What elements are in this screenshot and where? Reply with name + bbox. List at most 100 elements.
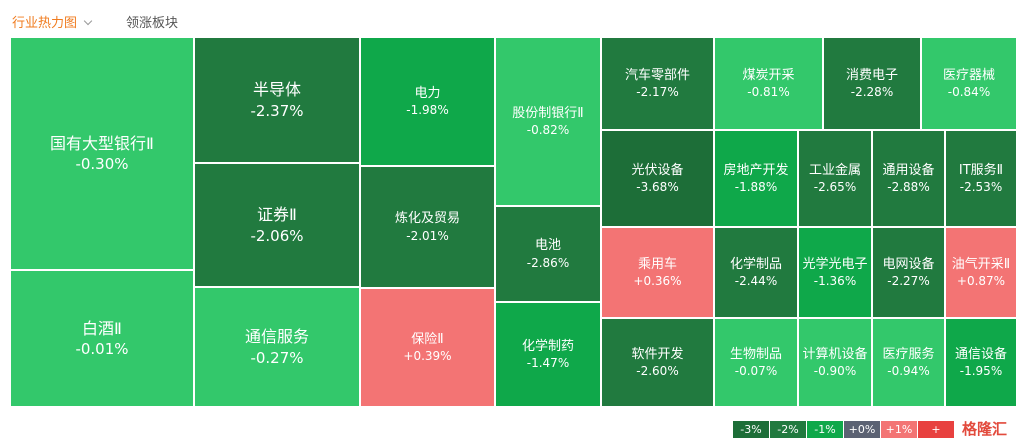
tile-change: -2.44% — [734, 274, 778, 289]
tile[interactable]: 乘用车 +0.36% — [601, 227, 714, 318]
tile[interactable]: 生物制品 -0.07% — [714, 318, 798, 407]
tile-name: 通用设备 — [882, 162, 935, 178]
tile-name: 汽车零部件 — [624, 67, 690, 83]
tile-change: -2.60% — [636, 364, 679, 379]
tile-name: 光伏设备 — [631, 162, 684, 178]
tile-name: 软件开发 — [631, 346, 684, 362]
tile[interactable]: 炼化及贸易 -2.01% — [360, 166, 495, 288]
tile-change: -0.27% — [250, 348, 304, 367]
tile-name: 通信服务 — [244, 327, 309, 347]
legend-item: -1% — [807, 421, 843, 438]
tile-name: 电力 — [414, 85, 441, 101]
tile-change: -0.01% — [75, 340, 129, 359]
tile-name: 化学制品 — [729, 256, 782, 272]
tile-name: 乘用车 — [637, 256, 677, 272]
tile[interactable]: 光学光电子 -1.36% — [798, 227, 872, 318]
legend-item: -2% — [770, 421, 806, 438]
tile-change: -2.17% — [636, 85, 679, 100]
tile[interactable]: 软件开发 -2.60% — [601, 318, 714, 407]
tile-change: +0.39% — [403, 349, 452, 364]
tile-change: -0.94% — [887, 364, 930, 379]
tab[interactable]: 行业热力图 — [12, 12, 91, 31]
legend-item: +0% — [844, 421, 880, 438]
tile-name: 医疗服务 — [882, 346, 935, 362]
tile-name: 计算机设备 — [802, 346, 868, 362]
tile-name: 保险Ⅱ — [411, 331, 444, 347]
tile-name: IT服务Ⅱ — [958, 162, 1004, 178]
tile-change: -1.47% — [526, 356, 570, 371]
tile-name: 光学光电子 — [802, 256, 868, 272]
tile-change: -0.30% — [75, 155, 129, 174]
tile-name: 股份制银行Ⅱ — [512, 105, 584, 121]
tile[interactable]: 股份制银行Ⅱ -0.82% — [495, 37, 601, 206]
watermark: 格隆汇 — [958, 418, 1012, 439]
tile-name: 证券Ⅱ — [257, 205, 297, 225]
legend-item: +1% — [881, 421, 917, 438]
tile-change: -2.88% — [887, 180, 930, 195]
tile-change: -2.86% — [526, 255, 570, 270]
tile-name: 消费电子 — [845, 67, 898, 83]
tile-change: +0.87% — [956, 274, 1006, 289]
tile-change: -1.36% — [813, 274, 857, 289]
tile[interactable]: 油气开采Ⅱ +0.87% — [945, 227, 1017, 318]
tile-change: -2.27% — [887, 274, 930, 289]
tile-name: 化学制药 — [521, 338, 574, 354]
tile-change: -2.65% — [813, 180, 857, 195]
tile-change: -0.90% — [813, 364, 857, 379]
tile[interactable]: 国有大型银行Ⅱ -0.30% — [10, 37, 194, 270]
tile[interactable]: 半导体 -2.37% — [194, 37, 360, 163]
legend-item: + — [918, 421, 954, 438]
tile-change: -0.84% — [947, 85, 991, 100]
tile-change: -0.07% — [734, 364, 778, 379]
tile[interactable]: 通用设备 -2.88% — [872, 130, 945, 227]
tile[interactable]: 汽车零部件 -2.17% — [601, 37, 714, 130]
tile-change: -2.28% — [850, 85, 894, 100]
tile-change: -3.68% — [636, 180, 679, 195]
tile-change: -2.53% — [959, 180, 1003, 195]
legend-item: -3% — [733, 421, 769, 438]
tile-name: 工业金属 — [808, 162, 861, 178]
tile[interactable]: 消费电子 -2.28% — [823, 37, 921, 130]
tile[interactable]: 通信服务 -0.27% — [194, 287, 360, 407]
tile-change: -1.88% — [734, 180, 778, 195]
tile[interactable]: IT服务Ⅱ -2.53% — [945, 130, 1017, 227]
tile-change: -2.37% — [250, 101, 304, 120]
tile[interactable]: 电网设备 -2.27% — [872, 227, 945, 318]
tile[interactable]: 通信设备 -1.95% — [945, 318, 1017, 407]
tile-name: 电池 — [534, 238, 561, 254]
tile-name: 白酒Ⅱ — [82, 318, 122, 338]
tile-change: -2.06% — [250, 226, 304, 245]
tile-name: 生物制品 — [729, 346, 782, 362]
tile-name: 煤炭开采 — [742, 67, 795, 83]
tile-name: 电网设备 — [882, 256, 935, 272]
tile-name: 国有大型银行Ⅱ — [50, 133, 154, 153]
tile[interactable]: 电力 -1.98% — [360, 37, 495, 166]
tile[interactable]: 光伏设备 -3.68% — [601, 130, 714, 227]
tile[interactable]: 证券Ⅱ -2.06% — [194, 163, 360, 287]
tile-change: -1.98% — [406, 103, 449, 118]
tile-name: 油气开采Ⅱ — [951, 256, 1011, 272]
tile[interactable]: 房地产开发 -1.88% — [714, 130, 798, 227]
tile[interactable]: 计算机设备 -0.90% — [798, 318, 872, 407]
tile[interactable]: 白酒Ⅱ -0.01% — [10, 270, 194, 407]
tile-change: -0.81% — [747, 85, 790, 100]
tile[interactable]: 保险Ⅱ +0.39% — [360, 288, 495, 407]
tile-name: 半导体 — [252, 80, 301, 100]
tile-change: +0.36% — [633, 274, 682, 289]
treemap: 国有大型银行Ⅱ -0.30% 白酒Ⅱ -0.01% 半导体 -2.37% 证券Ⅱ -2.06%… — [10, 37, 1017, 407]
tile-name: 医疗器械 — [942, 67, 995, 83]
tile[interactable]: 电池 -2.86% — [495, 206, 601, 302]
tile[interactable]: 化学制品 -2.44% — [714, 227, 798, 318]
tile-name: 房地产开发 — [723, 162, 789, 178]
tile[interactable]: 医疗器械 -0.84% — [921, 37, 1017, 130]
tile-name: 炼化及贸易 — [394, 211, 460, 227]
tile[interactable]: 化学制药 -1.47% — [495, 302, 601, 407]
legend: -3% -2% -1% +0% +1% + — [733, 421, 955, 438]
tile-name: 通信设备 — [954, 346, 1007, 362]
tile[interactable]: 工业金属 -2.65% — [798, 130, 872, 227]
tile-change: -1.95% — [959, 364, 1003, 379]
tab[interactable]: 领涨板块 — [126, 16, 179, 31]
tile[interactable]: 煤炭开采 -0.81% — [714, 37, 823, 130]
tile[interactable]: 医疗服务 -0.94% — [872, 318, 945, 407]
